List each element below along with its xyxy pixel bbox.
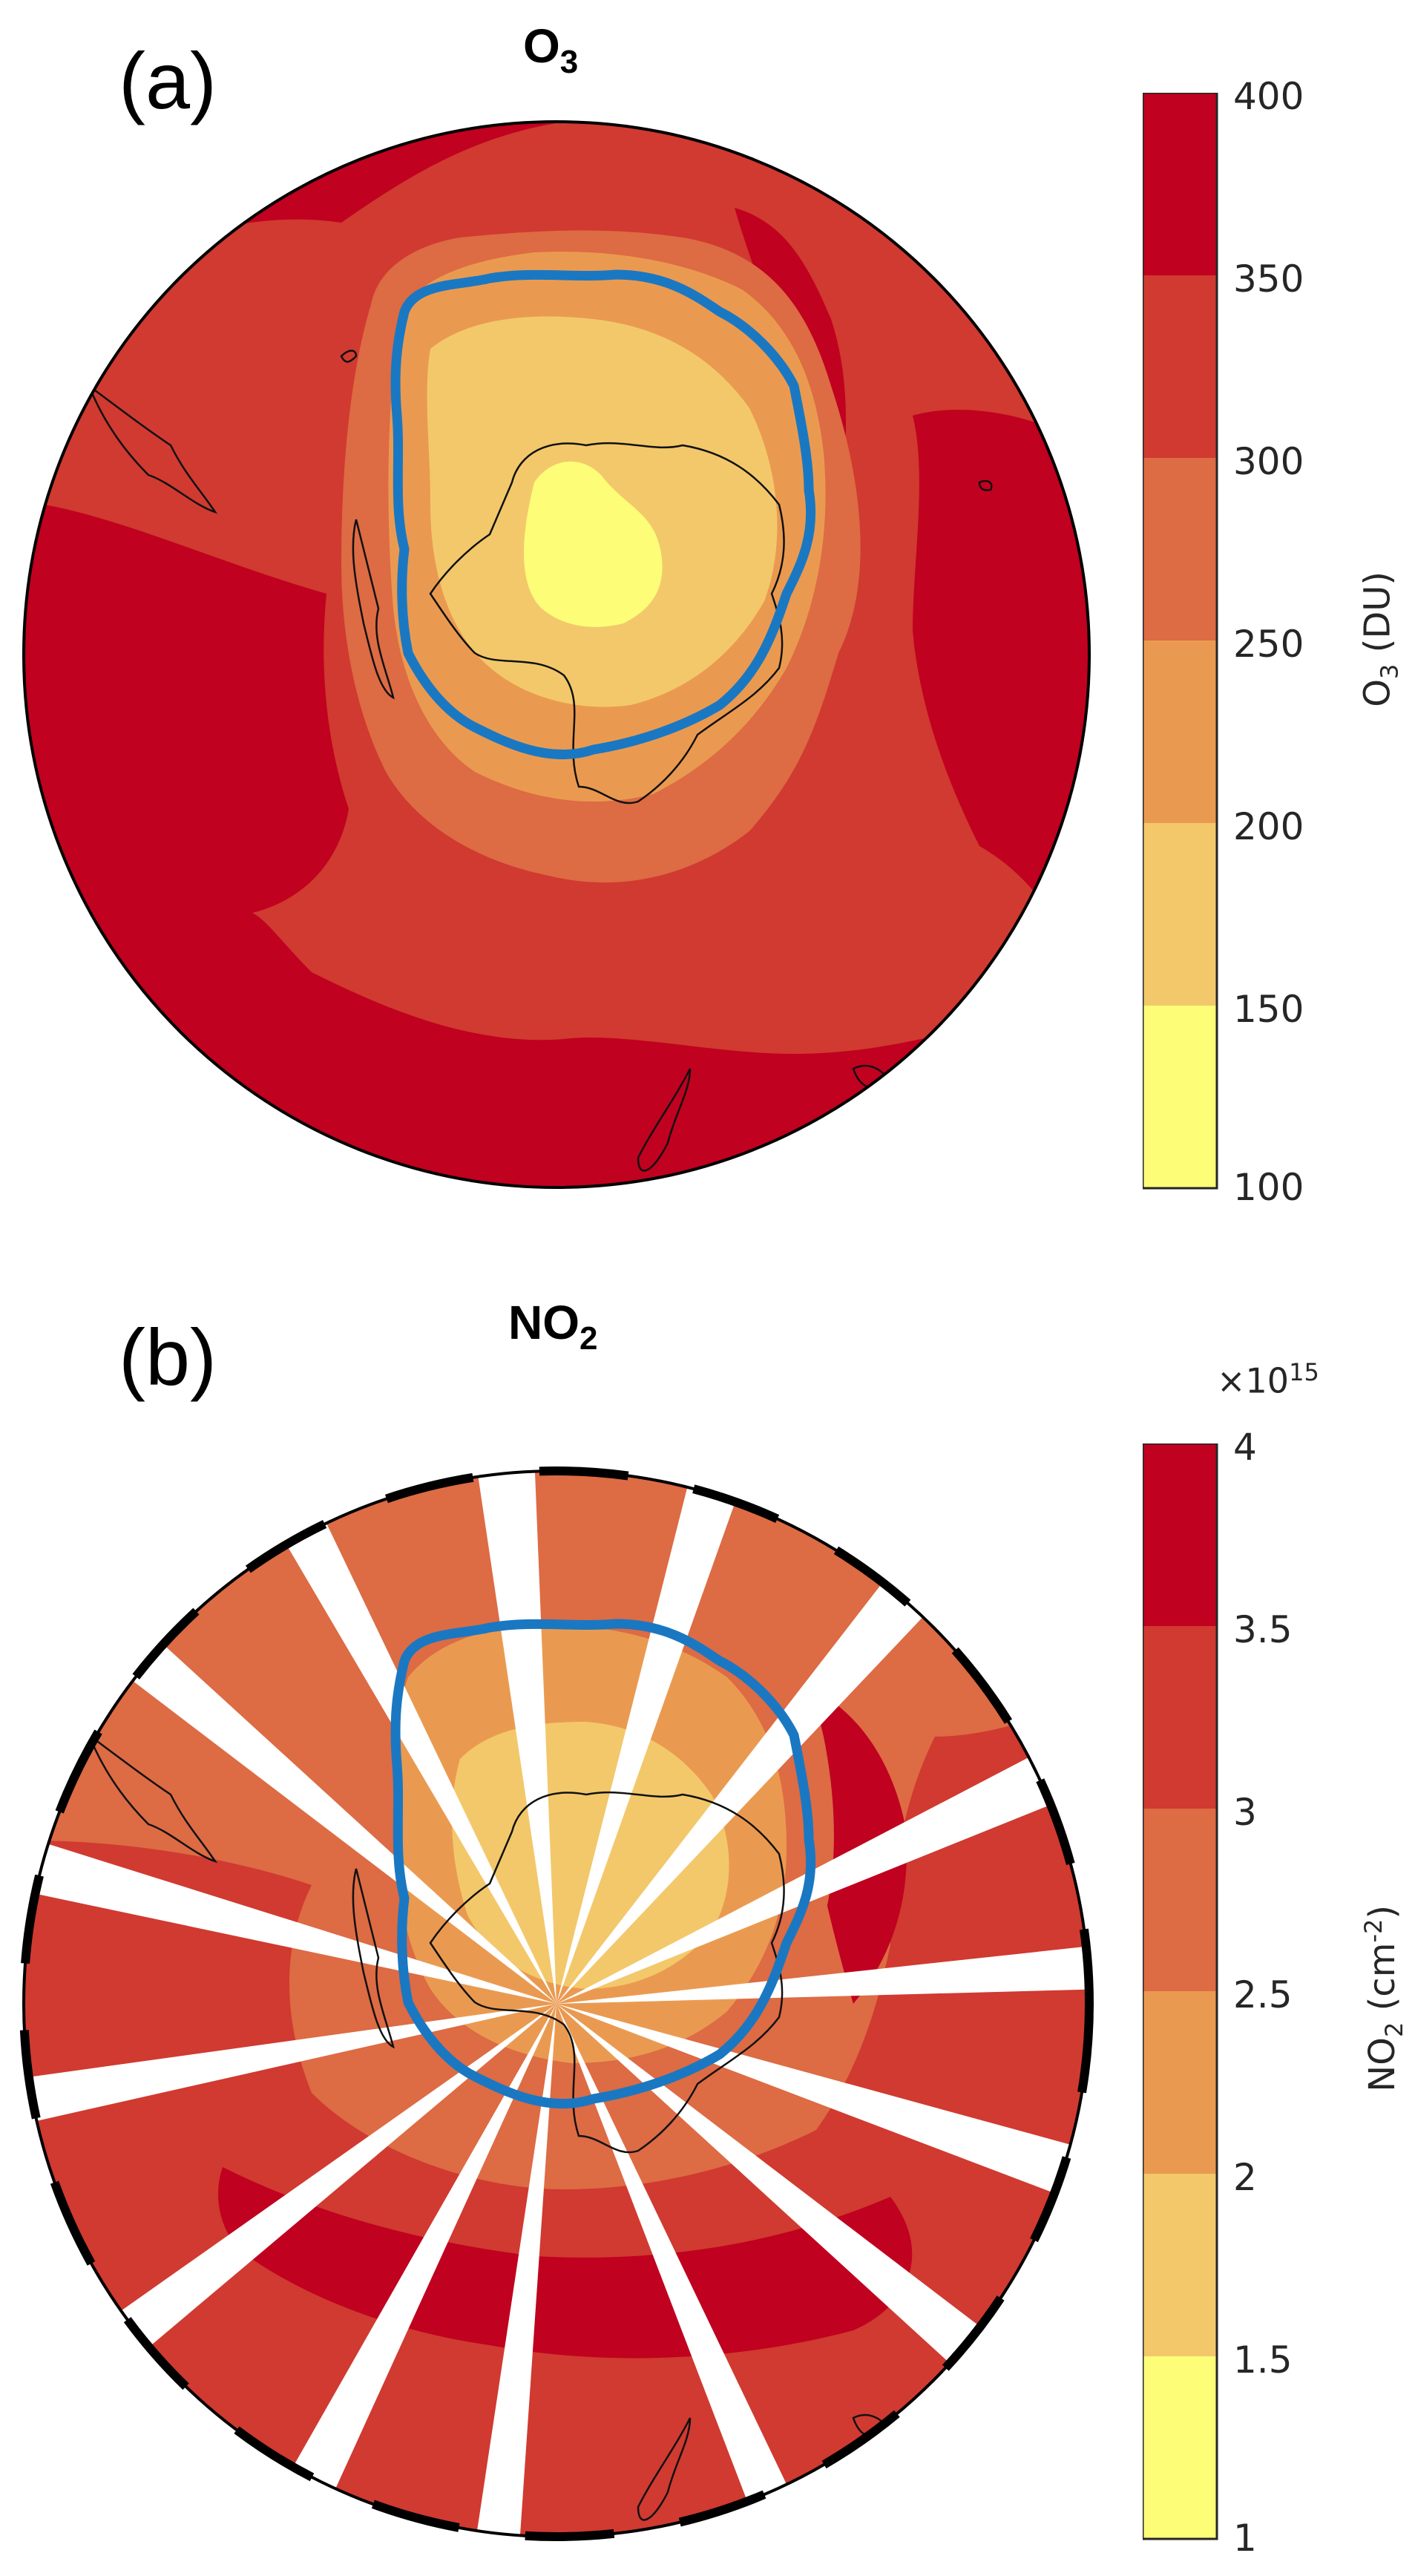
colorbar-b-title-sup: -2 (1359, 1918, 1388, 1943)
colorbar-b-title: NO2 (cm-2) (1359, 1876, 1408, 2121)
colorbar-b-band-2.5-3 (1143, 1809, 1217, 1991)
colorbar-a-title-sub: 3 (1375, 663, 1404, 679)
colorbar-b-title-unit: (cm (1362, 1942, 1404, 2022)
map-frame-a (22, 120, 1091, 1189)
colorbar-b-band-1.5-2 (1143, 2174, 1217, 2356)
colorbar-a-title-main: O (1356, 679, 1399, 707)
colorbar-b-multiplier-exp: 15 (1289, 1358, 1319, 1386)
map-title-a-sub: 3 (559, 44, 579, 80)
colorbar-a-band-150-200 (1143, 823, 1217, 1006)
colorbar-b-tick-3: 2.5 (1233, 1973, 1293, 2016)
map-frame-b-ticks (19, 1466, 1094, 2541)
colorbar-b-band-3.5-4 (1143, 1443, 1217, 1626)
coastlines-a (87, 350, 993, 1172)
map-title-a-main: O (523, 19, 560, 73)
colorbar-a-tick-2: 300 (1233, 440, 1304, 483)
no2-polar-map (19, 1466, 1094, 2541)
colorbar-b-band-3-3.5 (1143, 1626, 1217, 1809)
colorbar-a-band-250-300 (1143, 458, 1217, 640)
colorbar-a-title-unit: (DU) (1356, 571, 1399, 664)
map-title-b-main: NO (508, 1296, 580, 1349)
colorbar-b-tick-2: 3 (1233, 1791, 1257, 1834)
missing-data-swaths (24, 1471, 1089, 2537)
colorbar-a-frame (1143, 93, 1218, 1190)
colorbar-a-tick-0: 400 (1233, 75, 1304, 118)
colorbar-b-title-main: NO (1362, 2037, 1404, 2092)
colorbar-a-tick-6: 100 (1233, 1166, 1304, 1209)
colorbar-b-tick-1: 3.5 (1233, 1608, 1293, 1651)
panel-a: (a) O3 (0, 0, 1415, 1262)
panel-b: (b) NO2 (0, 1276, 1415, 2576)
colorbar-a-tick-4: 200 (1233, 805, 1304, 848)
coastlines-b (87, 1732, 892, 2521)
colorbar-a-tick-1: 350 (1233, 258, 1304, 301)
colorbar-b-tick-6: 1 (1233, 2517, 1257, 2560)
level-100-150 (524, 461, 663, 627)
panel-label-a: (a) (119, 36, 217, 125)
colorbar-b-frame (1143, 1443, 1218, 2540)
colorbar-b-tick-4: 2 (1233, 2156, 1257, 2199)
map-title-b: NO2 (508, 1299, 597, 1355)
colorbar-a-tick-5: 150 (1233, 988, 1304, 1031)
ozone-polar-map (22, 120, 1091, 1189)
colorbar-b-title-sub: 2 (1379, 2022, 1408, 2038)
colorbar-b-multiplier-base: ×10 (1217, 1360, 1290, 1401)
colorbar-a-band-300-350 (1143, 275, 1217, 458)
colorbar-a (1143, 93, 1218, 1190)
colorbar-a-band-350-400 (1143, 93, 1217, 275)
map-title-a: O3 (523, 22, 578, 79)
map-title-b-sub: 2 (580, 1320, 598, 1357)
colorbar-b-multiplier: ×1015 (1217, 1358, 1319, 1400)
colorbar-b-band-2-2.5 (1143, 1991, 1217, 2174)
colorbar-a-title: O3 (DU) (1357, 543, 1404, 735)
polar-vortex-outline-a (390, 269, 816, 760)
no2-contour-fill (24, 1471, 1089, 2537)
colorbar-a-band-100-150 (1143, 1006, 1217, 1188)
polar-vortex-outline-b (390, 1619, 816, 2109)
colorbar-b-band-1-1.5 (1143, 2356, 1217, 2539)
colorbar-b (1143, 1443, 1218, 2540)
colorbar-b-tick-0: 4 (1233, 1426, 1257, 1469)
colorbar-a-tick-3: 250 (1233, 623, 1304, 666)
level-1.5-2 (452, 1722, 729, 1989)
colorbar-a-band-200-250 (1143, 640, 1217, 823)
ozone-contour-fill (24, 122, 1089, 1187)
panel-label-b: (b) (119, 1312, 217, 1402)
colorbar-b-tick-5: 1.5 (1233, 2339, 1293, 2382)
colorbar-b-title-close: ) (1362, 1904, 1404, 1919)
